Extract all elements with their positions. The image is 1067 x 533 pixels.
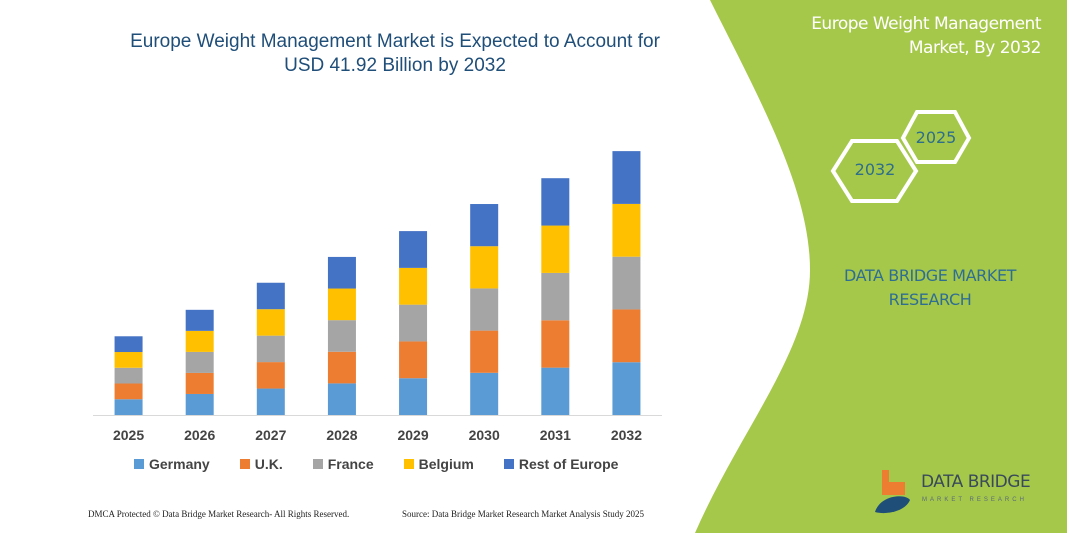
bar-segment-2028-u-k- [327,351,356,384]
x-tick-label: 2032 [611,427,642,443]
bar-segment-2028-belgium [327,288,356,321]
bar-segment-2029-u-k- [399,341,428,379]
legend-swatch [312,459,323,469]
x-tick-label: 2028 [326,427,357,443]
bar-segment-2027-u-k- [256,362,285,389]
x-tick-label: 2026 [184,427,215,443]
bar-segment-2026-u-k- [185,372,214,394]
bar-segment-2031-rest-of-europe [541,178,570,226]
bar-segment-2031-belgium [541,225,570,273]
bar-segment-2030-u-k- [470,330,499,373]
x-tick-label: 2027 [255,427,286,443]
bar-segment-2028-rest-of-europe [327,256,356,289]
footer-copyright: DMCA Protected © Data Bridge Market Rese… [88,509,350,519]
legend-swatch [239,459,250,469]
bar-segment-2031-germany [541,367,570,415]
legend-swatch [403,459,414,469]
bar-segment-2032-france [612,256,641,310]
green-side-panel [695,0,1067,533]
bar-segment-2027-rest-of-europe [256,282,285,310]
bar-segment-2029-france [399,304,428,342]
brand-line-1: DATA BRIDGE MARKET [843,266,1017,285]
legend-swatch [503,459,514,469]
bar-segment-2029-belgium [399,267,428,305]
hex-label-2025: 2025 [915,128,957,147]
stacked-bar-chart: 2025 2026 2027 2028 2029 2030 2031 2032 [93,151,662,443]
legend-label: Belgium [418,456,474,472]
footer-source: Source: Data Bridge Market Research Mark… [402,509,644,519]
hexagon-2025 [900,110,972,164]
legend-item: Belgium [403,456,474,472]
bar-segment-2025-germany [114,399,143,415]
legend-item: France [312,456,374,472]
bar-segment-2028-germany [327,383,356,415]
bar-segment-2025-belgium [114,352,143,368]
legend-item: Germany [134,456,210,472]
logo-subtext: MARKET RESEARCH [922,497,1027,503]
bar-segment-2026-belgium [185,330,214,352]
x-tick-label: 2029 [397,427,428,443]
hex-label-2032: 2032 [854,160,896,179]
bar-segment-2032-belgium [612,203,641,257]
bar-segment-2031-france [541,272,570,321]
bar-segment-2030-france [470,288,499,331]
bar-segment-2027-france [256,335,285,363]
data-bridge-logo-icon [875,470,910,514]
logo-text: DATA BRIDGE [921,472,1031,492]
bar-segment-2025-rest-of-europe [114,336,143,353]
hexagon-2032 [830,139,919,203]
side-panel-title: Europe Weight Management Market, By 2032 [811,12,1041,60]
x-tick-label: 2025 [113,427,144,443]
legend-item: U.K. [239,456,283,472]
x-tick-label: 2031 [540,427,571,443]
legend-item: Rest of Europe [503,456,619,472]
bar-segment-2027-belgium [256,309,285,336]
side-title-line-1: Europe Weight Management [811,14,1041,34]
bar-segment-2032-germany [612,362,641,415]
bar-segment-2026-germany [185,393,214,415]
chart-legend: Germany U.K. France Belgium Rest of Europe [134,456,648,472]
bar-segment-2030-belgium [470,246,499,289]
chart-title: Europe Weight Management Market is Expec… [100,30,690,78]
legend-label: Rest of Europe [518,456,619,472]
side-title-line-2: Market, By 2032 [908,38,1042,58]
bar-segment-2029-rest-of-europe [399,231,428,268]
bar-segment-2028-france [327,320,356,352]
bar-segment-2032-u-k- [612,309,641,363]
bar-segment-2030-rest-of-europe [470,204,499,247]
legend-label: France [327,456,374,472]
title-line-1: Europe Weight Management Market is Expec… [130,31,660,52]
brand-line-2: RESEARCH [888,290,972,309]
bar-segment-2032-rest-of-europe [612,151,641,204]
legend-label: Germany [149,456,210,472]
bar-segment-2027-germany [256,388,285,415]
bar-segment-2031-u-k- [541,320,570,368]
bar-segment-2029-germany [399,378,428,415]
bar-segment-2025-france [114,367,143,384]
x-tick-label: 2030 [469,427,500,443]
legend-label: U.K. [254,456,283,472]
bar-segment-2030-germany [470,372,499,415]
bar-segment-2026-france [185,351,214,373]
brand-text: DATA BRIDGE MARKET RESEARCH [815,264,1045,312]
title-line-2: USD 41.92 Billion by 2032 [284,55,506,76]
legend-swatch [134,459,144,469]
bar-segment-2025-u-k- [114,383,143,400]
bar-segment-2026-rest-of-europe [185,309,214,331]
